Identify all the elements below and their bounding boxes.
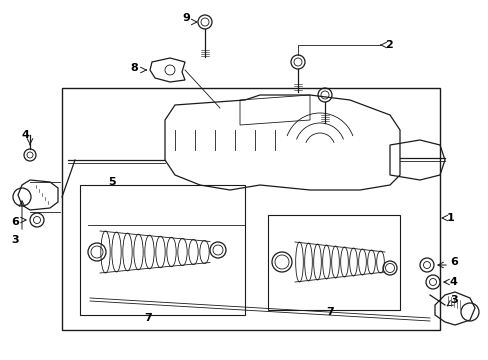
- Text: 4: 4: [21, 130, 29, 140]
- Text: 4: 4: [449, 277, 457, 287]
- Text: 5: 5: [108, 177, 116, 187]
- Text: 7: 7: [325, 307, 333, 317]
- Text: 3: 3: [449, 295, 457, 305]
- Text: 1: 1: [446, 213, 454, 223]
- Text: 2: 2: [384, 40, 392, 50]
- Text: 8: 8: [130, 63, 138, 73]
- Bar: [62, 88, 439, 330]
- Text: 3: 3: [11, 235, 19, 245]
- Bar: [80, 185, 244, 315]
- Text: 6: 6: [449, 257, 457, 267]
- Text: 7: 7: [144, 313, 152, 323]
- Bar: [267, 215, 399, 310]
- Text: 9: 9: [182, 13, 190, 23]
- Text: 6: 6: [11, 217, 19, 227]
